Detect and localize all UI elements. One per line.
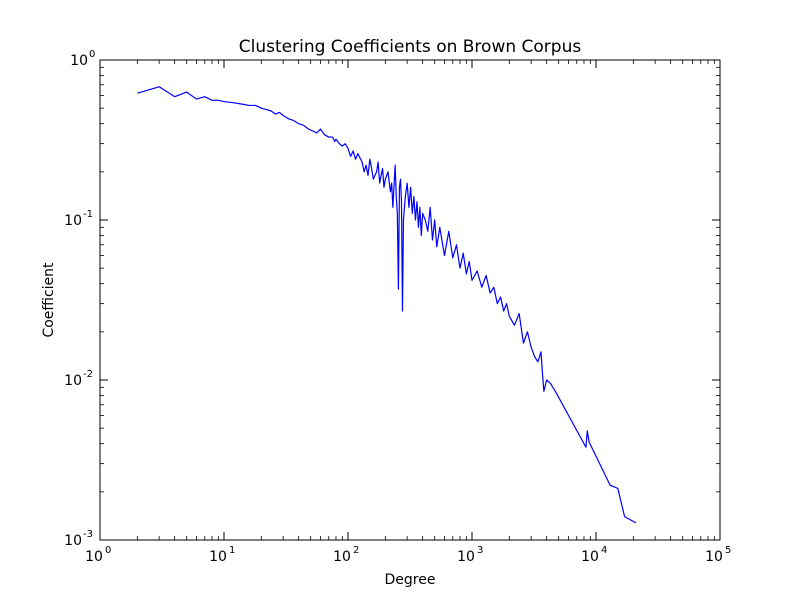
x-tick-exponent-1: 1: [229, 545, 235, 556]
x-tick-label-0: 10: [85, 549, 103, 565]
y-tick-exponent-0: -3: [83, 529, 93, 540]
x-axis-label: Degree: [385, 572, 436, 588]
x-tick-label-4: 10: [581, 549, 599, 565]
x-tick-exponent-5: 5: [725, 545, 731, 556]
x-tick-label-1: 10: [209, 549, 227, 565]
y-tick-exponent-1: -2: [83, 369, 93, 380]
y-tick-label-3: 10: [70, 53, 88, 69]
x-tick-label-2: 10: [333, 549, 351, 565]
series-line-0: [137, 86, 637, 524]
y-tick-exponent-3: 0: [89, 49, 95, 60]
y-tick-label-1: 10: [64, 373, 82, 389]
y-tick-label-2: 10: [64, 213, 82, 229]
chart-title: Clustering Coefficients on Brown Corpus: [239, 37, 582, 57]
x-tick-label-3: 10: [457, 549, 475, 565]
x-tick-exponent-4: 4: [601, 545, 607, 556]
x-tick-exponent-3: 3: [477, 545, 483, 556]
x-tick-label-5: 10: [705, 549, 723, 565]
x-tick-exponent-2: 2: [353, 545, 359, 556]
plot-area: 10 0 10 1 10 2 10 3 10 4 10 510 -310 -210 -110 0: [64, 49, 731, 565]
y-axis-label: Coefficient: [41, 262, 57, 338]
plot-frame: [99, 59, 721, 541]
y-tick-label-0: 10: [64, 533, 82, 549]
x-tick-exponent-0: 0: [105, 545, 111, 556]
y-tick-exponent-2: -1: [83, 209, 93, 220]
